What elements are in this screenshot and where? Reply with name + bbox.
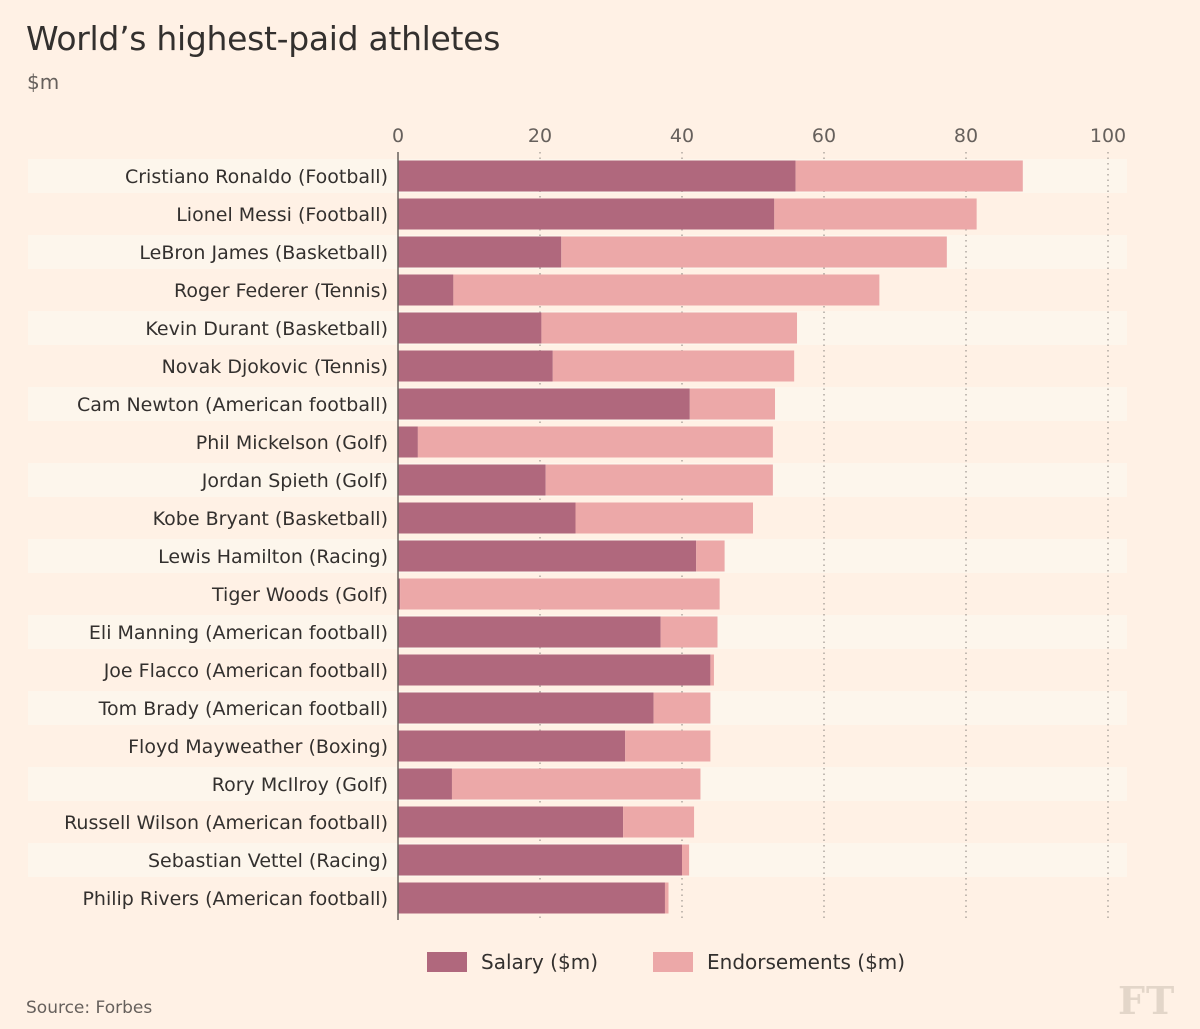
bar-endorsements <box>623 806 695 838</box>
category-label: LeBron James (Basketball) <box>139 242 388 264</box>
bar-salary <box>398 426 418 458</box>
bar-endorsements <box>682 844 690 876</box>
bar-salary <box>398 236 562 268</box>
bar-endorsements <box>400 578 720 610</box>
bar-salary <box>398 654 711 686</box>
bar-endorsements <box>660 616 718 648</box>
category-labels: Cristiano Ronaldo (Football) Lionel Messi… <box>64 166 388 910</box>
bar-endorsements <box>561 236 947 268</box>
category-label: Novak Djokovic (Tennis) <box>162 356 388 378</box>
bar-endorsements <box>774 198 977 230</box>
bar-salary <box>398 616 661 648</box>
bar-endorsements <box>575 502 753 534</box>
bar-salary <box>398 198 775 230</box>
bar-endorsements <box>696 540 725 572</box>
bar-endorsements <box>710 654 714 686</box>
x-tick-label: 100 <box>1090 125 1126 147</box>
legend-item-endorsements: Endorsements ($m) <box>653 950 905 974</box>
category-label: Joe Flacco (American football) <box>103 660 388 682</box>
category-label: Kevin Durant (Basketball) <box>145 318 388 340</box>
legend-label-salary: Salary ($m) <box>481 950 598 974</box>
category-label: Tom Brady (American football) <box>98 698 388 720</box>
bar-salary <box>398 882 665 914</box>
x-tick-label: 80 <box>954 125 978 147</box>
bar-salary <box>398 388 690 420</box>
bar-salary <box>398 806 624 838</box>
bar-salary <box>398 502 576 534</box>
category-label: Cristiano Ronaldo (Football) <box>125 166 388 188</box>
category-label: Philip Rivers (American football) <box>82 888 388 910</box>
category-label: Tiger Woods (Golf) <box>211 584 388 606</box>
bar-endorsements <box>795 160 1023 192</box>
bar-salary <box>398 160 796 192</box>
x-tick-label: 40 <box>670 125 694 147</box>
bar-endorsements <box>545 464 773 496</box>
legend: Salary ($m) Endorsements ($m) <box>427 950 960 974</box>
bar-salary <box>398 350 553 382</box>
x-tick-label: 60 <box>812 125 836 147</box>
bar-endorsements <box>417 426 773 458</box>
bar-salary <box>398 844 682 876</box>
bar-endorsements <box>689 388 776 420</box>
category-label: Roger Federer (Tennis) <box>174 280 388 302</box>
category-label: Sebastian Vettel (Racing) <box>148 850 388 872</box>
bar-endorsements <box>541 312 798 344</box>
bar-chart: 0 20 40 60 80 100 Cristiano Ronaldo (Football… <box>64 125 1127 920</box>
category-label: Lewis Hamilton (Racing) <box>158 546 388 568</box>
legend-item-salary: Salary ($m) <box>427 950 598 974</box>
category-label: Jordan Spieth (Golf) <box>201 470 388 492</box>
bar-salary <box>398 540 697 572</box>
x-axis-ticks: 0 20 40 60 80 100 <box>392 125 1126 147</box>
category-label: Cam Newton (American football) <box>77 394 388 416</box>
x-tick-label: 20 <box>528 125 552 147</box>
bar-endorsements <box>653 692 711 724</box>
legend-swatch-salary <box>427 952 467 972</box>
bar-salary <box>398 464 546 496</box>
category-label: Eli Manning (American football) <box>89 622 388 644</box>
bars <box>398 160 1023 914</box>
page-title: World’s highest-paid athletes <box>26 19 501 58</box>
bar-endorsements <box>453 274 880 306</box>
bar-salary <box>398 312 542 344</box>
category-label: Kobe Bryant (Basketball) <box>153 508 388 530</box>
bar-salary <box>398 274 454 306</box>
legend-swatch-endorsements <box>653 952 693 972</box>
bar-endorsements <box>552 350 795 382</box>
category-label: Russell Wilson (American football) <box>64 812 388 834</box>
bar-salary <box>398 692 654 724</box>
category-label: Floyd Mayweather (Boxing) <box>128 736 388 758</box>
legend-label-endorsements: Endorsements ($m) <box>707 950 906 974</box>
bar-endorsements <box>625 730 711 762</box>
category-label: Phil Mickelson (Golf) <box>196 432 388 454</box>
chart-unit-label: $m <box>27 70 60 94</box>
bar-salary <box>398 768 452 800</box>
source-note: Source: Forbes <box>26 998 153 1018</box>
bar-salary <box>398 578 401 610</box>
x-tick-label: 0 <box>392 125 404 147</box>
bar-endorsements <box>664 882 669 914</box>
bar-salary <box>398 730 626 762</box>
category-label: Lionel Messi (Football) <box>176 204 388 226</box>
ft-logo: FT <box>1118 978 1176 1023</box>
bar-endorsements <box>451 768 701 800</box>
category-label: Rory McIlroy (Golf) <box>212 774 388 796</box>
